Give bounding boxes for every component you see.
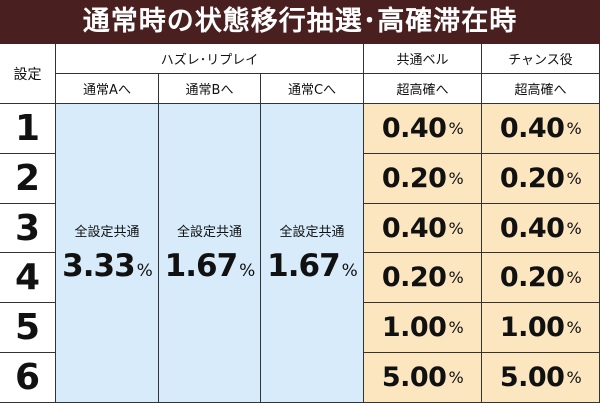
setting-number: 3 (0, 203, 56, 254)
hazure-normal-c-cell: 全設定共通 1.67% (261, 104, 364, 403)
bell-value: 1.00% (364, 303, 482, 354)
header-common-bell: 共通ベル (364, 44, 482, 74)
header-setting: 設定 (0, 44, 56, 104)
transition-table: 設定 ハズレ･リプレイ 共通ベル チャンス役 通常Aへ 通常Bへ 通常Cへ 超高… (0, 44, 600, 403)
chance-value: 0.20% (482, 153, 600, 204)
bell-value: 0.20% (364, 253, 482, 304)
hazure-normal-b-value: 1.67% (164, 248, 256, 285)
bell-value: 0.40% (364, 104, 482, 154)
bell-value: 5.00% (364, 353, 482, 403)
header-hazure-replay: ハズレ･リプレイ (56, 44, 364, 74)
header-to-normal-b: 通常Bへ (159, 74, 261, 104)
common-label: 全設定共通 (279, 225, 345, 241)
chance-value: 0.40% (482, 104, 600, 154)
chance-value: 0.40% (482, 203, 600, 254)
header-to-normal-c: 通常Cへ (261, 74, 364, 104)
bell-value: 0.40% (364, 203, 482, 254)
chance-value: 1.00% (482, 303, 600, 354)
setting-number: 2 (0, 153, 56, 204)
setting-number: 1 (0, 104, 56, 154)
common-label: 全設定共通 (176, 225, 242, 241)
header-chance-to-super-high: 超高確へ (482, 74, 600, 104)
chance-value: 5.00% (482, 353, 600, 403)
hazure-normal-b-cell: 全設定共通 1.67% (159, 104, 261, 403)
hazure-normal-c-value: 1.67% (267, 248, 358, 285)
setting-number: 5 (0, 303, 56, 354)
hazure-normal-a-cell: 全設定共通 3.33% (56, 104, 159, 403)
header-bell-to-super-high: 超高確へ (364, 74, 482, 104)
setting-number: 4 (0, 253, 56, 304)
page-title: 通常時の状態移行抽選･高確滞在時 (0, 0, 600, 44)
hazure-normal-a-value: 3.33% (62, 248, 153, 285)
chance-value: 0.20% (482, 253, 600, 304)
header-chance-role: チャンス役 (482, 44, 600, 74)
bell-value: 0.20% (364, 153, 482, 204)
header-to-normal-a: 通常Aへ (56, 74, 159, 104)
common-label: 全設定共通 (74, 225, 140, 241)
setting-number: 6 (0, 353, 56, 403)
